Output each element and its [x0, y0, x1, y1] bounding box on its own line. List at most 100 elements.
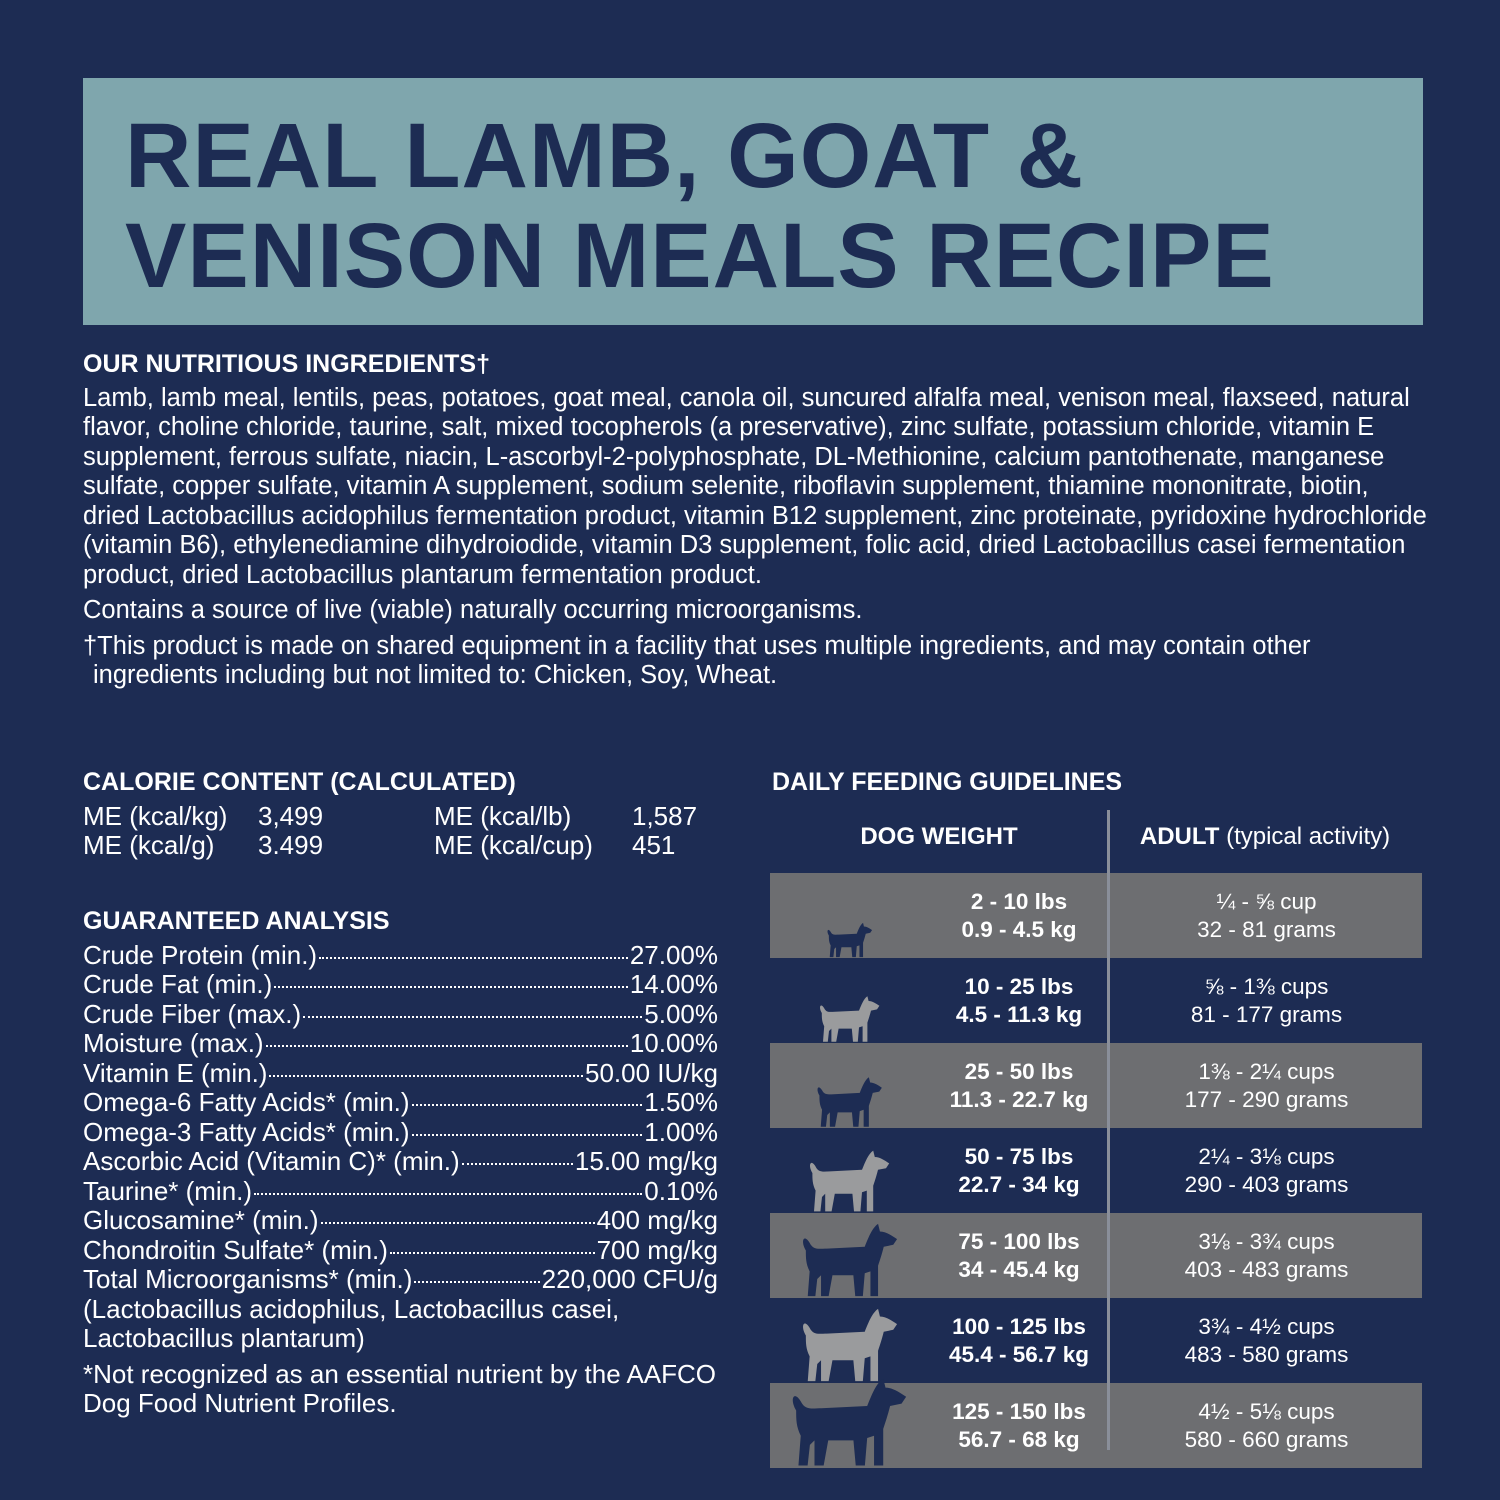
analysis-value: 1.00%	[644, 1116, 718, 1147]
analysis-row: Omega-3 Fatty Acids* (min.) 1.00%	[83, 1116, 718, 1148]
weight-kg: 45.4 - 56.7 kg	[948, 1341, 1090, 1367]
feeding-heading: DAILY FEEDING GUIDELINES	[772, 768, 1123, 796]
amount-grams: 32 - 81 grams	[1197, 916, 1336, 942]
analysis-value: 50.00 IU/kg	[585, 1057, 718, 1088]
feeding-row: 10 - 25 lbs 4.5 - 11.3 kg ⅝ - 1⅜ cups 81 -…	[770, 958, 1422, 1043]
giant-dog-icon	[770, 1378, 930, 1468]
feeding-table-header: DOG WEIGHT ADULT (typical activity)	[770, 801, 1422, 873]
analysis-label: Crude Fiber (max.)	[83, 998, 302, 1029]
col-adult-rest: (typical activity)	[1219, 823, 1391, 850]
amount-cups: ⅝ - 1⅜ cups	[1204, 973, 1329, 999]
analysis-value: 400 mg/kg	[596, 1205, 718, 1235]
analysis-label: Crude Fat (min.)	[83, 969, 273, 999]
dog-weight: 10 - 25 lbs 4.5 - 11.3 kg	[930, 973, 1108, 1029]
analysis-label: Chondroitin Sulfate* (min.)	[83, 1234, 388, 1265]
analysis-row: Taurine* (min.) 0.10%	[83, 1176, 718, 1207]
analysis-heading: GUARANTEED ANALYSIS	[83, 907, 390, 935]
product-title: REAL LAMB, GOAT & VENISON MEALS RECIPE	[125, 106, 1275, 306]
feeding-row: 50 - 75 lbs 22.7 - 34 kg 2¼ - 3⅛ cups 290 …	[770, 1128, 1422, 1213]
bulldog-icon	[770, 958, 930, 1043]
feeding-row: 75 - 100 lbs 34 - 45.4 kg 3⅛ - 3¾ cups 403…	[770, 1213, 1422, 1298]
amount-grams: 580 - 660 grams	[1184, 1426, 1349, 1452]
analysis-label: Omega-3 Fatty Acids* (min.)	[83, 1116, 410, 1147]
analysis-value: 220,000 CFU/g	[541, 1264, 718, 1294]
weight-kg: 34 - 45.4 kg	[958, 1256, 1080, 1282]
weight-kg: 4.5 - 11.3 kg	[955, 1001, 1083, 1027]
calorie-heading: CALORIE CONTENT (CALCULATED)	[83, 768, 516, 796]
adult-amount: ¼ - ⅝ cup 32 - 81 grams	[1108, 888, 1422, 944]
analysis-label: Glucosamine* (min.)	[83, 1205, 319, 1235]
col-adult: ADULT (typical activity)	[1108, 823, 1422, 851]
dot-leader	[319, 956, 628, 959]
allergen-note: †This product is made on shared equipmen…	[83, 631, 1311, 690]
ingredients-heading: OUR NUTRITIOUS INGREDIENTS†	[83, 350, 490, 378]
analysis-row: Ascorbic Acid (Vitamin C)* (min.) 15.00 m…	[83, 1146, 718, 1177]
title-line-1: REAL LAMB, GOAT &	[125, 105, 1085, 207]
calorie-value: 3,499	[258, 800, 324, 831]
dot-leader	[320, 1222, 595, 1224]
dog-weight: 125 - 150 lbs 56.7 - 68 kg	[930, 1398, 1108, 1454]
analysis-label: Vitamin E (min.)	[83, 1057, 268, 1088]
ingredients-list: Lamb, lamb meal, lentils, peas, potatoes…	[83, 383, 1427, 589]
weight-lbs: 50 - 75 lbs	[964, 1143, 1074, 1169]
analysis-row: Omega-6 Fatty Acids* (min.) 1.50%	[83, 1087, 718, 1118]
analysis-value: 700 mg/kg	[596, 1234, 718, 1265]
dog-weight: 100 - 125 lbs 45.4 - 56.7 kg	[930, 1313, 1108, 1369]
amount-grams: 177 - 290 grams	[1184, 1086, 1349, 1112]
probiotic-note: Contains a source of live (viable) natur…	[83, 596, 863, 624]
analysis-row: Crude Fiber (max.) 5.00%	[83, 998, 718, 1030]
dot-leader	[461, 1163, 573, 1165]
dot-leader	[274, 986, 628, 988]
column-divider	[1107, 810, 1110, 1450]
analysis-row: Total Microorganisms* (min.) 220,000 CFU/…	[83, 1264, 718, 1295]
small-dog-icon	[770, 873, 930, 958]
amount-cups: ¼ - ⅝ cup	[1216, 888, 1317, 914]
weight-lbs: 2 - 10 lbs	[970, 888, 1068, 914]
dot-leader	[254, 1192, 643, 1195]
analysis-row: Chondroitin Sulfate* (min.) 700 mg/kg	[83, 1234, 718, 1266]
amount-cups: 2¼ - 3⅛ cups	[1198, 1143, 1335, 1169]
calorie-value: 451	[632, 830, 676, 860]
weight-kg: 22.7 - 34 kg	[958, 1171, 1080, 1197]
guaranteed-analysis: GUARANTEED ANALYSIS Crude Protein (min.)…	[83, 907, 718, 1419]
feeding-row: 25 - 50 lbs 11.3 - 22.7 kg 1⅜ - 2¼ cups 17…	[770, 1043, 1422, 1128]
calorie-label: ME (kcal/lb)	[434, 800, 572, 831]
analysis-value: 27.00%	[629, 939, 718, 970]
adult-amount: 3⅛ - 3¾ cups 403 - 483 grams	[1108, 1228, 1422, 1284]
dot-leader	[411, 1104, 643, 1106]
dot-leader	[303, 1015, 643, 1018]
great-dane-icon	[770, 1213, 930, 1298]
amount-cups: 3¾ - 4½ cups	[1198, 1313, 1335, 1339]
dot-leader	[265, 1045, 628, 1047]
analysis-value: 5.00%	[644, 998, 718, 1029]
calorie-label: ME (kcal/kg)	[83, 800, 228, 831]
amount-cups: 1⅜ - 2¼ cups	[1198, 1058, 1335, 1084]
adult-amount: 2¼ - 3⅛ cups 290 - 403 grams	[1108, 1143, 1422, 1199]
amount-grams: 483 - 580 grams	[1184, 1341, 1349, 1367]
analysis-value: 1.50%	[644, 1087, 718, 1117]
analysis-label: Total Microorganisms* (min.)	[83, 1264, 413, 1294]
dog-weight: 50 - 75 lbs 22.7 - 34 kg	[930, 1143, 1108, 1199]
dot-leader	[269, 1074, 584, 1077]
title-line-2: VENISON MEALS RECIPE	[125, 205, 1275, 307]
col-adult-bold: ADULT	[1139, 823, 1220, 850]
analysis-label: Ascorbic Acid (Vitamin C)* (min.)	[83, 1146, 460, 1176]
dot-leader	[411, 1133, 643, 1136]
weight-kg: 0.9 - 4.5 kg	[961, 916, 1077, 942]
analysis-footnote: *Not recognized as an essential nutrient…	[83, 1358, 717, 1418]
amount-cups: 3⅛ - 3¾ cups	[1198, 1228, 1335, 1254]
ingredients-section: OUR NUTRITIOUS INGREDIENTS† Lamb, lamb m…	[83, 350, 1428, 697]
mastiff-icon	[770, 1298, 930, 1383]
analysis-label: Moisture (max.)	[83, 1028, 264, 1058]
weight-lbs: 125 - 150 lbs	[952, 1398, 1086, 1424]
analysis-row: Crude Protein (min.) 27.00%	[83, 939, 718, 971]
organisms-list: (Lactobacillus acidophilus, Lactobacillu…	[83, 1293, 620, 1353]
weight-kg: 11.3 - 22.7 kg	[949, 1086, 1089, 1112]
adult-amount: ⅝ - 1⅜ cups 81 - 177 grams	[1108, 973, 1422, 1029]
feeding-guidelines: DAILY FEEDING GUIDELINES DOG WEIGHT ADUL…	[770, 768, 1422, 1468]
adult-amount: 4½ - 5⅛ cups 580 - 660 grams	[1108, 1398, 1422, 1454]
dog-weight: 25 - 50 lbs 11.3 - 22.7 kg	[930, 1058, 1108, 1114]
weight-lbs: 10 - 25 lbs	[964, 973, 1074, 999]
adult-amount: 1⅜ - 2¼ cups 177 - 290 grams	[1108, 1058, 1422, 1114]
large-dog-icon	[770, 1128, 930, 1213]
